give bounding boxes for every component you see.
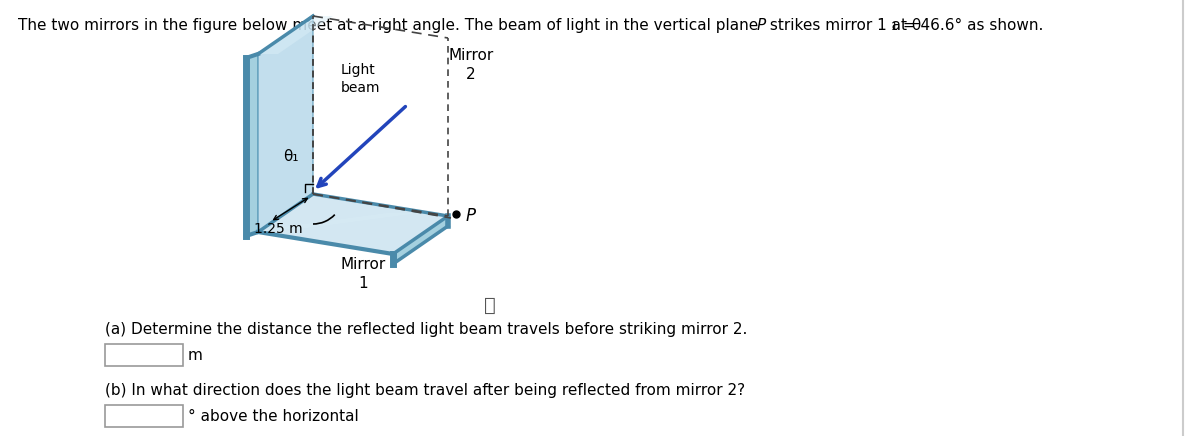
Text: ⓘ: ⓘ <box>484 296 496 314</box>
Text: P: P <box>466 207 476 225</box>
Text: (b) In what direction does the light beam travel after being reflected from mirr: (b) In what direction does the light bea… <box>106 383 745 398</box>
Text: Mirror
1: Mirror 1 <box>341 257 385 291</box>
Text: m: m <box>188 347 203 362</box>
Text: 1: 1 <box>890 22 898 32</box>
Polygon shape <box>258 194 448 254</box>
Polygon shape <box>268 213 418 229</box>
Text: Mirror
2: Mirror 2 <box>449 48 493 82</box>
FancyBboxPatch shape <box>106 344 182 366</box>
Text: 1.25 m: 1.25 m <box>253 222 302 236</box>
Polygon shape <box>258 16 334 54</box>
FancyBboxPatch shape <box>106 405 182 427</box>
Polygon shape <box>246 54 258 236</box>
Text: P: P <box>757 18 767 33</box>
Text: = 46.6° as shown.: = 46.6° as shown. <box>898 18 1043 33</box>
Text: strikes mirror 1 at θ: strikes mirror 1 at θ <box>766 18 922 33</box>
Polygon shape <box>394 216 448 264</box>
Text: ° above the horizontal: ° above the horizontal <box>188 409 359 423</box>
Text: The two mirrors in the figure below meet at a right angle. The beam of light in : The two mirrors in the figure below meet… <box>18 18 763 33</box>
Text: (a) Determine the distance the reflected light beam travels before striking mirr: (a) Determine the distance the reflected… <box>106 322 748 337</box>
Text: θ₁: θ₁ <box>283 149 299 164</box>
Text: Light
beam: Light beam <box>341 63 380 95</box>
Polygon shape <box>258 16 313 232</box>
